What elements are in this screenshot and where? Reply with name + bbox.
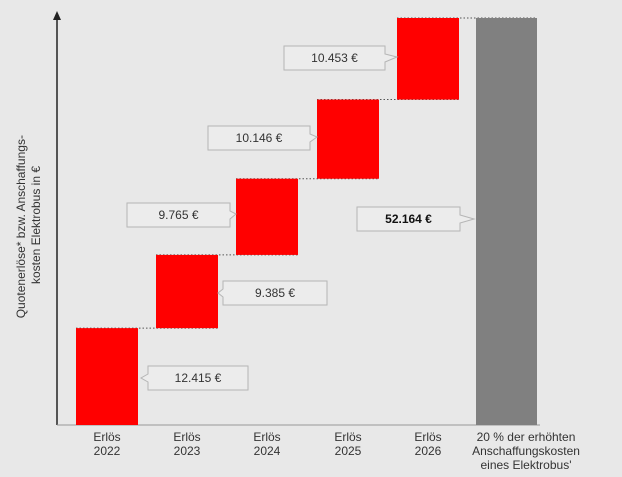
bar-2025 [317, 99, 379, 179]
y-axis-arrow-icon [53, 11, 61, 20]
y-axis [53, 11, 61, 425]
x-tick-label-line: 2024 [254, 444, 281, 458]
data-label-total: 52.164 € [385, 212, 432, 226]
value-callouts: 12.415 € 9.385 € 9.765 € 10.146 € 10.453 € 52… [126, 45, 476, 391]
x-tick-label-line: 2025 [335, 444, 362, 458]
bars [76, 18, 537, 425]
x-tick-label-1: Erlös 2023 [173, 430, 200, 458]
y-axis-label-line-1: Quotenerlöse* bzw. Anschaffungs- [14, 135, 28, 318]
x-tick-label-line: 20 % der erhöhten [477, 430, 576, 444]
data-label-2023-box [217, 280, 328, 306]
x-tick-label-2: Erlös 2024 [253, 430, 280, 458]
x-tick-label-3: Erlös 2025 [334, 430, 361, 458]
x-tick-label-0: Erlös 2022 [93, 430, 120, 458]
bar-2023 [156, 254, 218, 329]
data-label-2022: 12.415 € [175, 371, 222, 385]
x-tick-label-line: 2023 [174, 444, 201, 458]
bar-2026 [397, 18, 459, 100]
data-label-2024-box [126, 202, 237, 228]
x-tick-label-4: Erlös 2026 [414, 430, 441, 458]
x-tick-label-line: Erlös [334, 430, 361, 444]
x-tick-label-line: Erlös [414, 430, 441, 444]
x-tick-label-line: eines Elektrobus' [480, 458, 571, 472]
x-tick-label-line: 2026 [415, 444, 442, 458]
bar-2022 [76, 328, 138, 425]
x-tick-label-line: Anschaffungskosten [472, 444, 580, 458]
data-label-2026: 10.453 € [311, 51, 358, 65]
x-tick-label-line: Erlös [253, 430, 280, 444]
data-label-2023: 9.385 € [255, 286, 295, 300]
x-tick-label-line: Erlös [173, 430, 200, 444]
data-label-2025-box [207, 125, 319, 151]
bar-total [476, 18, 537, 425]
data-label-2022-box [139, 365, 249, 391]
bar-2024 [236, 178, 298, 255]
data-label-2026-box [283, 45, 399, 71]
data-label-2025: 10.146 € [236, 131, 283, 145]
x-tick-label-line: 2022 [94, 444, 121, 458]
data-label-total-box [356, 206, 476, 232]
y-axis-label: Quotenerlöse* bzw. Anschaffungs- kosten … [14, 132, 43, 319]
x-tick-label-5: 20 % der erhöhten Anschaffungskosten eines… [472, 430, 580, 472]
y-axis-label-line-2: kosten Elektrobus in € [29, 166, 43, 284]
data-label-2024: 9.765 € [158, 208, 198, 222]
x-tick-label-line: Erlös [93, 430, 120, 444]
